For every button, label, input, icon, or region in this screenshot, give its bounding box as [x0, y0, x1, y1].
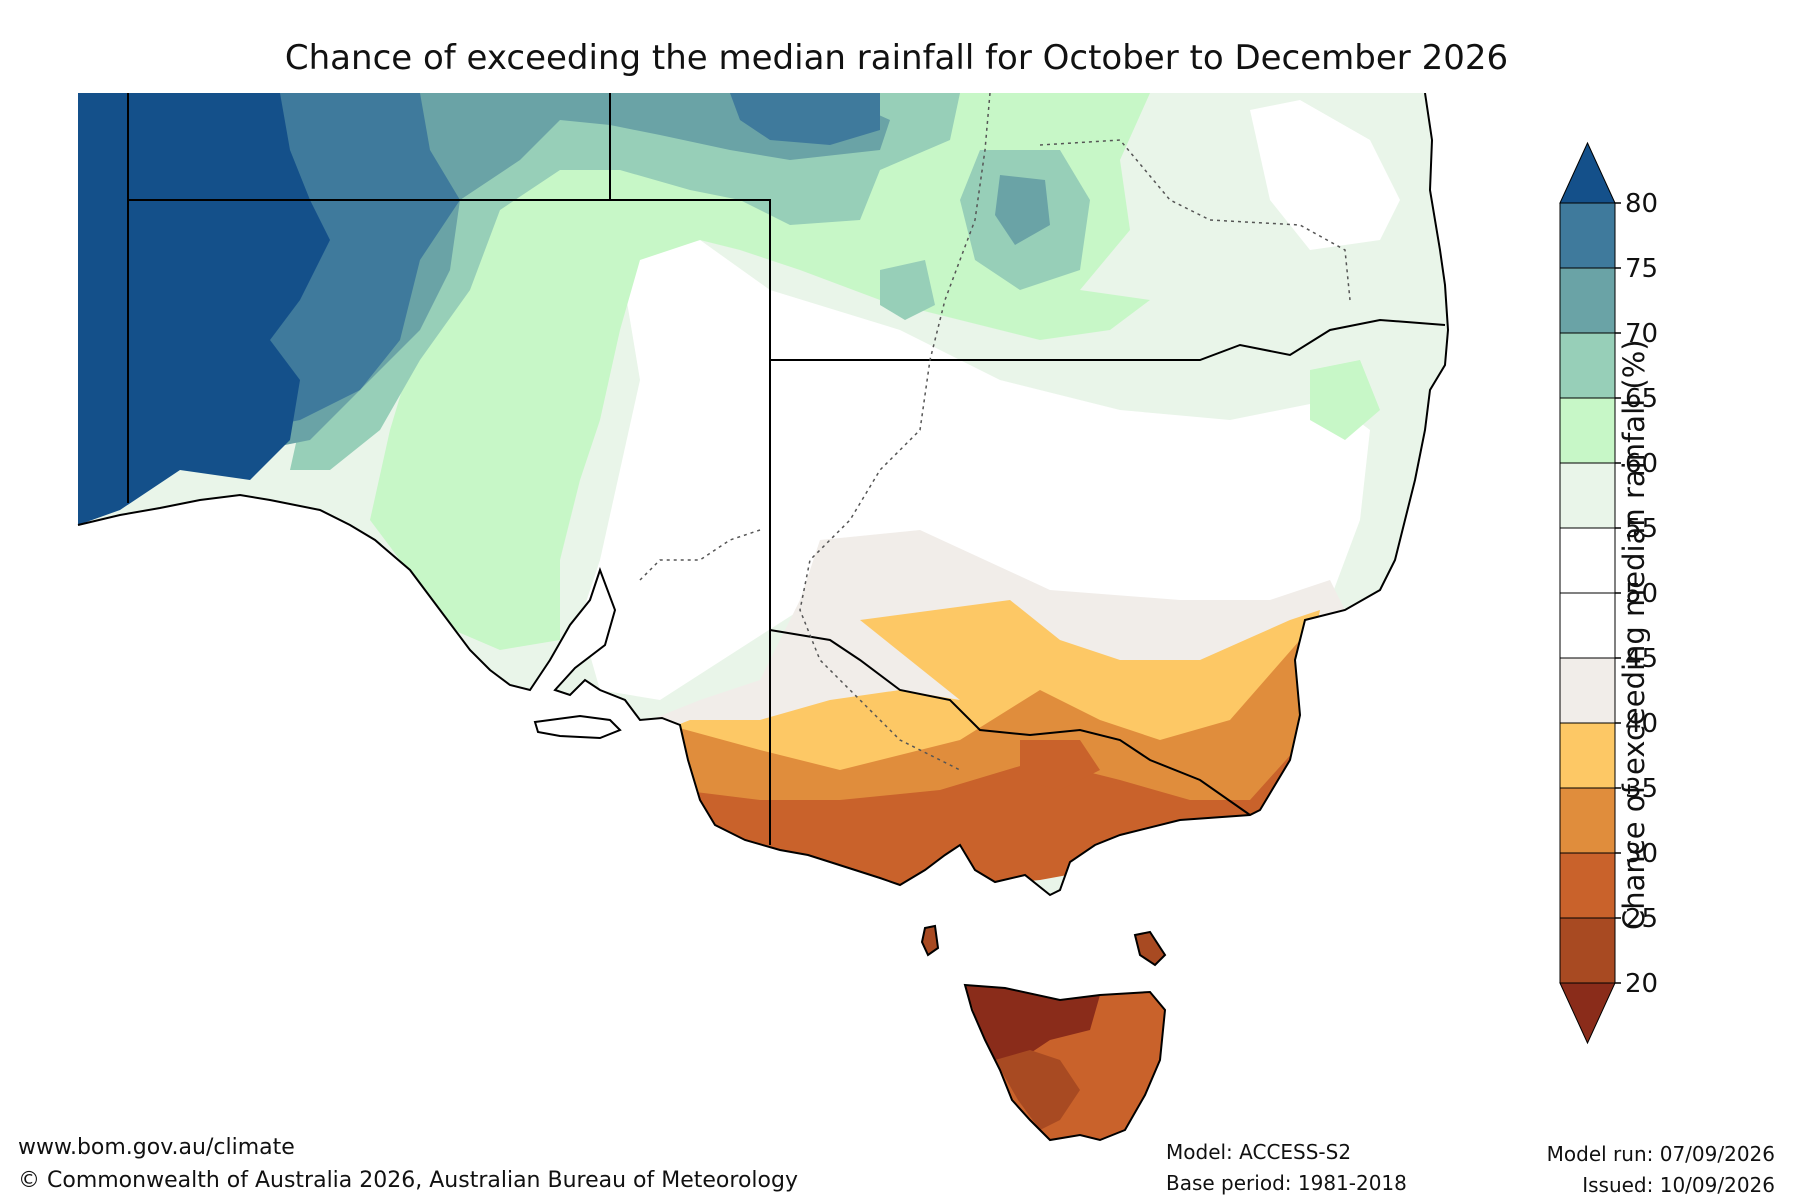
footer-issued: Issued: 10/09/2026	[1582, 1173, 1775, 1197]
colour-bar-tick-label: 65	[1625, 384, 1658, 414]
colour-bar: 80 75 70 65 60 55 50 45 40 35 30 25 20	[1559, 141, 1658, 1045]
colour-bar-band	[1559, 852, 1616, 919]
colour-bar-tick-label: 75	[1625, 254, 1658, 284]
footer-website: www.bom.gov.au/climate	[18, 1135, 295, 1160]
footer-copyright: © Commonwealth of Australia 2026, Austra…	[18, 1168, 798, 1193]
colour-bar-band	[1559, 267, 1616, 334]
colour-bar-tick-label: 25	[1625, 904, 1658, 934]
colour-bar-band	[1559, 657, 1616, 724]
map-title: Chance of exceeding the median rainfall …	[284, 38, 1509, 78]
colour-bar-tick-label: 55	[1625, 514, 1658, 544]
colour-bar-tick-label: 60	[1625, 449, 1658, 479]
colour-bar-band	[1559, 917, 1616, 984]
footer-model-run: Model run: 07/09/2026	[1546, 1142, 1775, 1166]
colour-bar-extend-top	[1559, 141, 1616, 204]
rainfall-outlook-map	[77, 93, 1450, 1142]
colour-bar-ticks: 80 75 70 65 60 55 50 45 40 35 30 25 20	[1615, 189, 1658, 999]
colour-bar-tick-label: 50	[1625, 579, 1658, 609]
colour-bar-tick-label: 35	[1625, 774, 1658, 804]
colour-bar-tick-label: 20	[1625, 969, 1658, 999]
colour-bar-label: Chance of exceeding median rainfall (%)	[1617, 339, 1651, 930]
colour-bar-extend-bottom	[1559, 982, 1616, 1045]
colour-bar-tick-label: 30	[1625, 839, 1658, 869]
colour-bar-tick-label: 80	[1625, 189, 1658, 219]
colour-bar-band	[1559, 202, 1616, 269]
colour-bar-band	[1559, 527, 1616, 594]
colour-bar-tick-label: 45	[1625, 644, 1658, 674]
colour-bar-band	[1559, 397, 1616, 464]
footer-base-period: Base period: 1981-2018	[1166, 1171, 1407, 1195]
colour-bar-swatches	[1559, 141, 1616, 1045]
colour-bar-band	[1559, 787, 1616, 854]
colour-bar-tick-label: 70	[1625, 319, 1658, 349]
colour-bar-band	[1559, 332, 1616, 399]
colour-bar-band	[1559, 462, 1616, 529]
colour-bar-tick-label: 40	[1625, 709, 1658, 739]
footer-model: Model: ACCESS-S2	[1166, 1140, 1352, 1164]
colour-bar-band	[1559, 722, 1616, 789]
colour-bar-band	[1559, 592, 1616, 659]
